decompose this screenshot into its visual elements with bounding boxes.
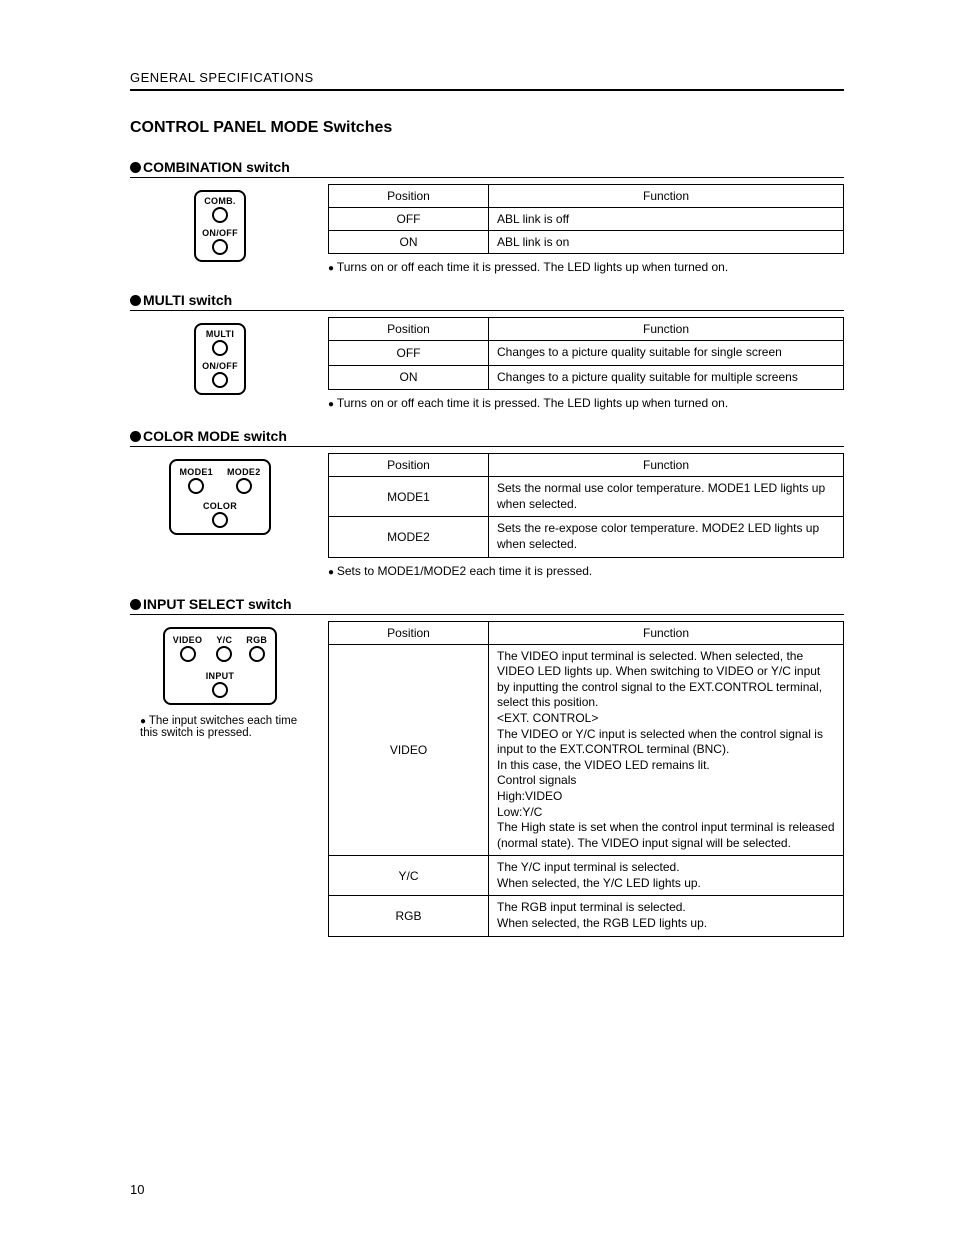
led-icon — [212, 340, 228, 356]
diagram-label: MODE1 — [179, 467, 213, 477]
diagram-label: COLOR — [203, 501, 237, 511]
table-cell: Y/C — [329, 856, 489, 896]
input-table: Position Function VIDEO The VIDEO input … — [328, 621, 844, 937]
section-note: Turns on or off each time it is pressed.… — [328, 260, 844, 274]
bullet-icon — [130, 431, 141, 442]
table-cell: RGB — [329, 896, 489, 936]
combination-table: Position Function OFF ABL link is off ON… — [328, 184, 844, 254]
led-icon — [212, 372, 228, 388]
led-icon — [212, 512, 228, 528]
led-icon — [216, 646, 232, 662]
section-title-color: COLOR MODE switch — [130, 428, 844, 447]
section-title-text: MULTI switch — [143, 292, 232, 308]
table-cell: Changes to a picture quality suitable fo… — [489, 365, 844, 390]
table-row: ON Changes to a picture quality suitable… — [329, 365, 844, 390]
table-cell: The VIDEO input terminal is selected. Wh… — [489, 644, 844, 856]
multi-table: Position Function OFF Changes to a pictu… — [328, 317, 844, 390]
table-cell: OFF — [329, 341, 489, 366]
section-title-combination: COMBINATION switch — [130, 159, 844, 178]
table-cell: VIDEO — [329, 644, 489, 856]
diagram-label: RGB — [246, 635, 267, 645]
table-cell: OFF — [329, 208, 489, 231]
table-cell: Changes to a picture quality suitable fo… — [489, 341, 844, 366]
manual-page: GENERAL SPECIFICATIONS CONTROL PANEL MOD… — [0, 0, 954, 1237]
table-header: Position — [329, 454, 489, 477]
table-cell: The Y/C input terminal is selected.When … — [489, 856, 844, 896]
table-row: OFF ABL link is off — [329, 208, 844, 231]
table-row: VIDEO The VIDEO input terminal is select… — [329, 644, 844, 856]
led-icon — [212, 682, 228, 698]
table-header: Position — [329, 185, 489, 208]
table-cell: Sets the normal use color temperature. M… — [489, 477, 844, 517]
color-table: Position Function MODE1 Sets the normal … — [328, 453, 844, 557]
combination-switch-diagram: COMB. ON/OFF — [194, 190, 246, 262]
section-note: Sets to MODE1/MODE2 each time it is pres… — [328, 564, 844, 578]
led-icon — [212, 239, 228, 255]
page-number: 10 — [130, 1182, 144, 1197]
bullet-icon — [130, 599, 141, 610]
section-combination: COMBINATION switch COMB. ON/OFF — [130, 159, 844, 274]
table-cell: ON — [329, 231, 489, 254]
table-cell: ON — [329, 365, 489, 390]
table-cell: ABL link is off — [489, 208, 844, 231]
section-title-text: COLOR MODE switch — [143, 428, 287, 444]
bullet-icon — [130, 162, 141, 173]
main-title: CONTROL PANEL MODE Switches — [130, 119, 844, 137]
color-switch-diagram: MODE1 MODE2 COLOR — [169, 459, 270, 535]
diagram-label: COMB. — [204, 196, 236, 206]
diagram-label: INPUT — [206, 671, 235, 681]
led-icon — [236, 478, 252, 494]
table-row: MODE1 Sets the normal use color temperat… — [329, 477, 844, 517]
table-header: Function — [489, 185, 844, 208]
table-header: Function — [489, 318, 844, 341]
section-multi: MULTI switch MULTI ON/OFF — [130, 292, 844, 410]
diagram-label: ON/OFF — [202, 228, 238, 238]
table-header: Position — [329, 621, 489, 644]
led-icon — [212, 207, 228, 223]
input-switch-diagram: VIDEO Y/C RGB INPUT — [163, 627, 277, 705]
diagram-label: VIDEO — [173, 635, 203, 645]
table-row: Y/C The Y/C input terminal is selected.W… — [329, 856, 844, 896]
section-color: COLOR MODE switch MODE1 MODE2 CO — [130, 428, 844, 577]
table-cell: Sets the re-expose color temperature. MO… — [489, 517, 844, 557]
section-title-input: INPUT SELECT switch — [130, 596, 844, 615]
bullet-icon — [130, 295, 141, 306]
section-title-multi: MULTI switch — [130, 292, 844, 311]
table-cell: MODE1 — [329, 477, 489, 517]
table-row: RGB The RGB input terminal is selected.W… — [329, 896, 844, 936]
diagram-label: MULTI — [206, 329, 234, 339]
led-icon — [249, 646, 265, 662]
table-row: OFF Changes to a picture quality suitabl… — [329, 341, 844, 366]
table-header: Position — [329, 318, 489, 341]
multi-switch-diagram: MULTI ON/OFF — [194, 323, 246, 395]
table-header: Function — [489, 454, 844, 477]
led-icon — [180, 646, 196, 662]
page-header: GENERAL SPECIFICATIONS — [130, 70, 844, 91]
led-icon — [188, 478, 204, 494]
table-row: MODE2 Sets the re-expose color temperatu… — [329, 517, 844, 557]
table-row: ON ABL link is on — [329, 231, 844, 254]
side-note: The input switches each time this switch… — [140, 715, 300, 739]
section-note: Turns on or off each time it is pressed.… — [328, 396, 844, 410]
diagram-label: Y/C — [216, 635, 232, 645]
diagram-label: MODE2 — [227, 467, 261, 477]
table-cell: MODE2 — [329, 517, 489, 557]
table-cell: The RGB input terminal is selected.When … — [489, 896, 844, 936]
section-title-text: INPUT SELECT switch — [143, 596, 292, 612]
section-title-text: COMBINATION switch — [143, 159, 290, 175]
diagram-label: ON/OFF — [202, 361, 238, 371]
table-cell: ABL link is on — [489, 231, 844, 254]
table-header: Function — [489, 621, 844, 644]
section-input: INPUT SELECT switch VIDEO Y/C — [130, 596, 844, 937]
